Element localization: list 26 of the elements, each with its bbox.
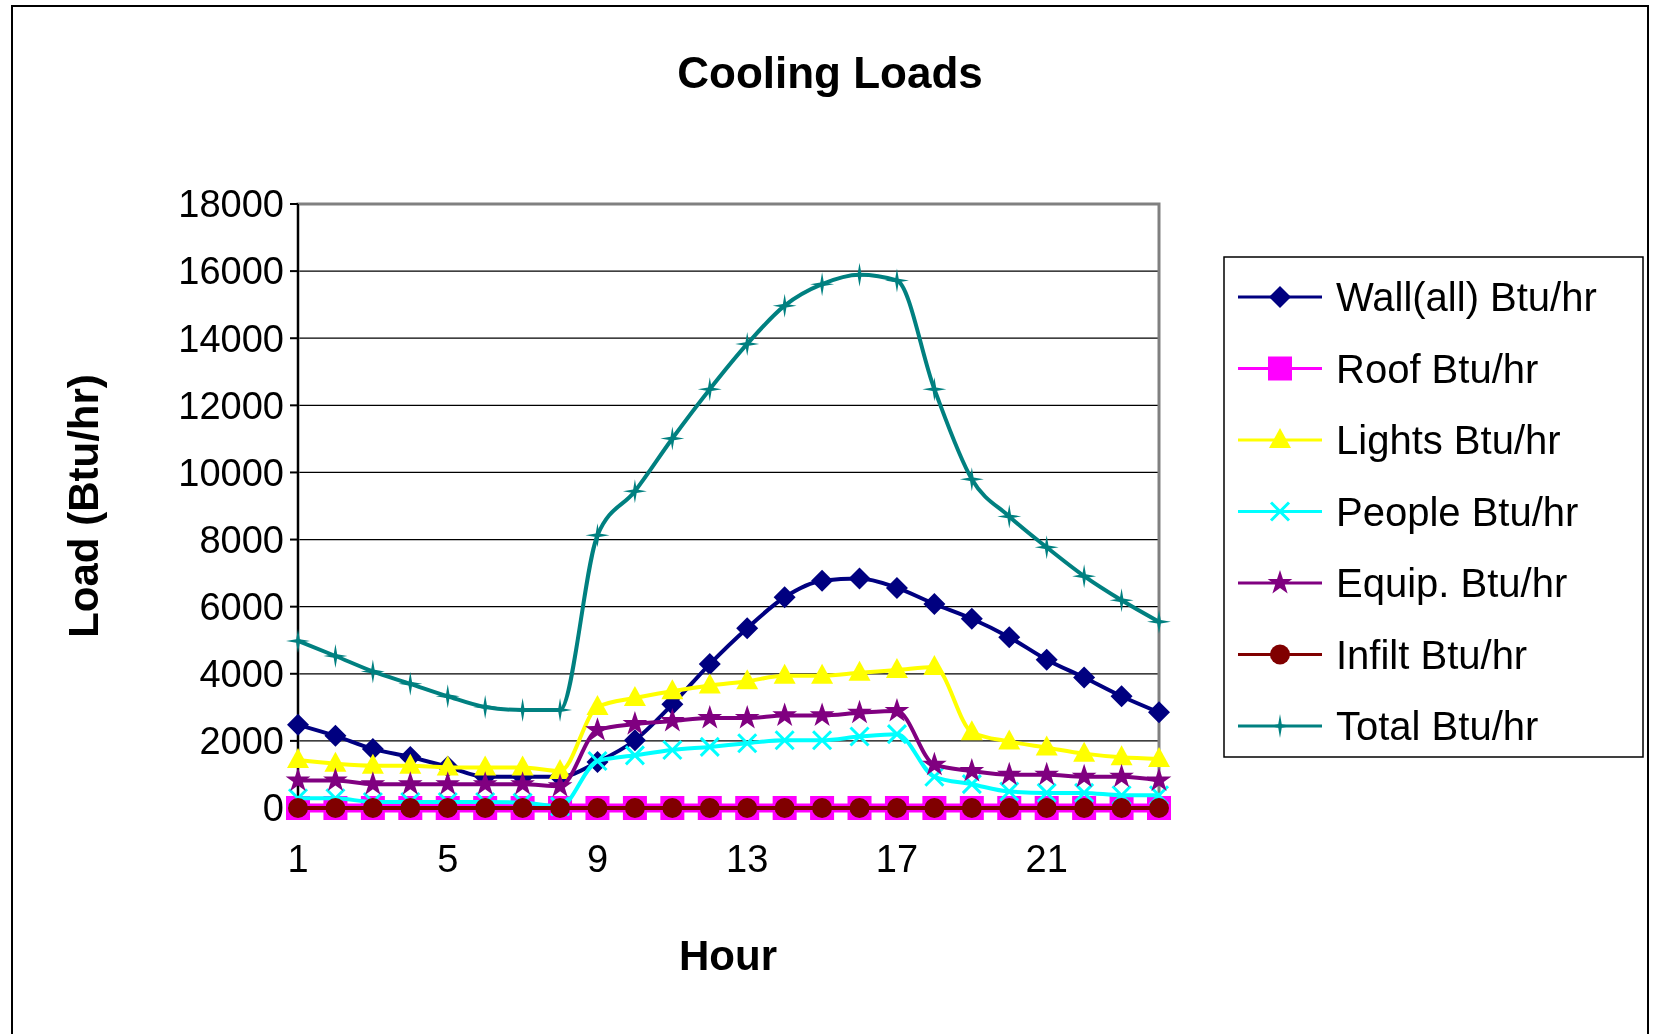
y-tick-label: 0 [262,787,284,830]
x-tick-label: 5 [437,838,459,880]
chart-title: Cooling Loads [677,48,983,97]
x-axis-title: Hour [679,932,777,979]
legend-label: Lights Btu/hr [1336,418,1561,462]
x-tick-label: 9 [586,838,609,880]
x-tick-label: 21 [1025,838,1068,880]
y-tick-label: 18000 [178,183,284,226]
legend-label: People Btu/hr [1336,489,1579,534]
x-tick-label: 1 [287,838,309,880]
x-tick-label: 17 [875,838,919,880]
y-tick-label: 4000 [199,653,284,696]
legend-label: Equip. Btu/hr [1336,561,1568,605]
y-tick-label: 12000 [178,384,284,427]
y-axis-title: Load (Btu/hr) [60,374,107,638]
y-tick-label: 10000 [178,451,284,494]
y-tick-label: 2000 [199,720,284,763]
legend-label: Total Btu/hr [1336,704,1539,748]
x-tick-label: 13 [726,838,769,880]
y-tick-label: 6000 [199,585,284,628]
y-tick-label: 8000 [199,518,284,561]
legend-label: Wall(all) Btu/hr [1336,275,1597,319]
legend-label: Infilt Btu/hr [1336,632,1528,677]
y-tick-label: 16000 [178,250,284,293]
legend-label: Roof Btu/hr [1336,346,1539,391]
y-tick-label: 14000 [178,317,284,360]
